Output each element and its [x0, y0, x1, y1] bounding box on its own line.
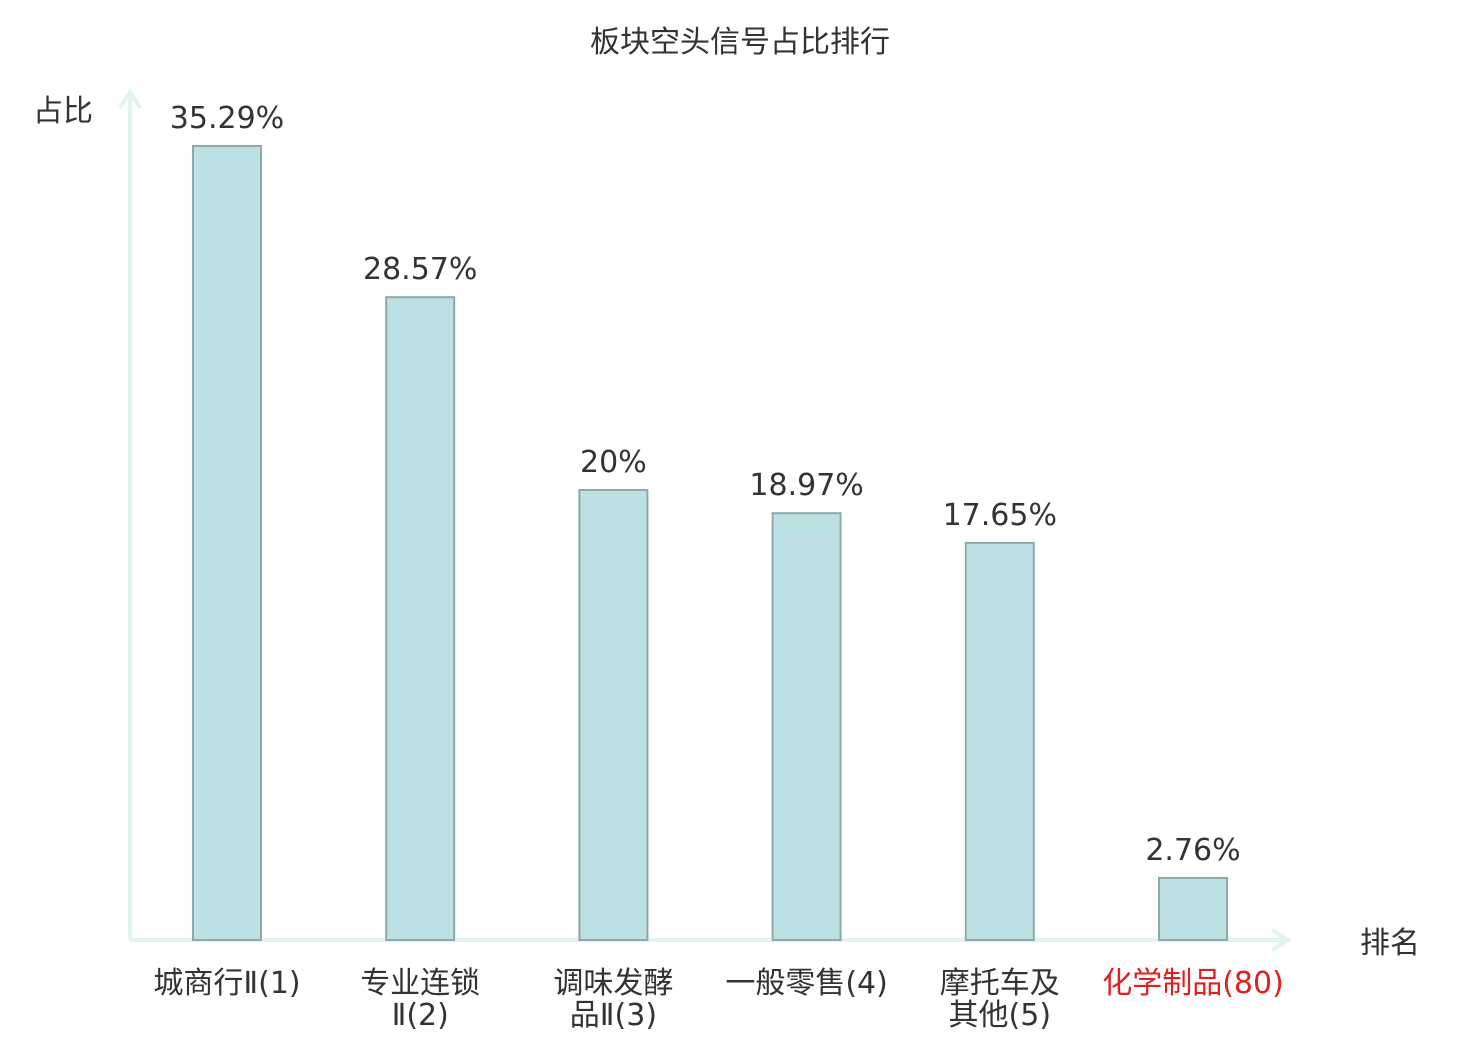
x-tick-label: 城商行Ⅱ(1)	[153, 966, 300, 1001]
bar	[964, 541, 1035, 941]
bar-value-label: 28.57%	[363, 252, 477, 287]
x-axis-arrow	[1270, 928, 1292, 952]
bar	[385, 296, 456, 941]
x-tick-label: 一般零售(4)	[725, 966, 888, 1001]
x-axis-title: 排名	[1360, 926, 1420, 961]
bar-value-label: 17.65%	[943, 498, 1057, 533]
y-axis-arrow	[118, 88, 142, 110]
chart-title: 板块空头信号占比排行	[590, 25, 890, 60]
bar-value-label: 2.76%	[1145, 833, 1240, 868]
bar-value-label: 20%	[580, 445, 647, 480]
bars: 35.29% 城商行Ⅱ(1) 28.57% 专业连锁 Ⅱ(2) 20% 调味发酵品Ⅱ(3) 1…	[153, 101, 1283, 1033]
y-axis-title: 占比	[33, 94, 93, 129]
x-tick-label: 摩托车及其他(5)	[940, 966, 1060, 1033]
bar	[771, 512, 842, 941]
bar-value-label: 18.97%	[749, 468, 863, 503]
bar	[192, 144, 262, 942]
bar	[1158, 876, 1228, 942]
x-tick-label: 调味发酵品Ⅱ(3)	[553, 966, 673, 1033]
bar	[578, 489, 649, 941]
x-tick-label: 化学制品(80)	[1102, 966, 1284, 1001]
bar-value-label: 35.29%	[170, 101, 284, 136]
x-tick-label: 专业连锁 Ⅱ(2)	[360, 966, 480, 1033]
